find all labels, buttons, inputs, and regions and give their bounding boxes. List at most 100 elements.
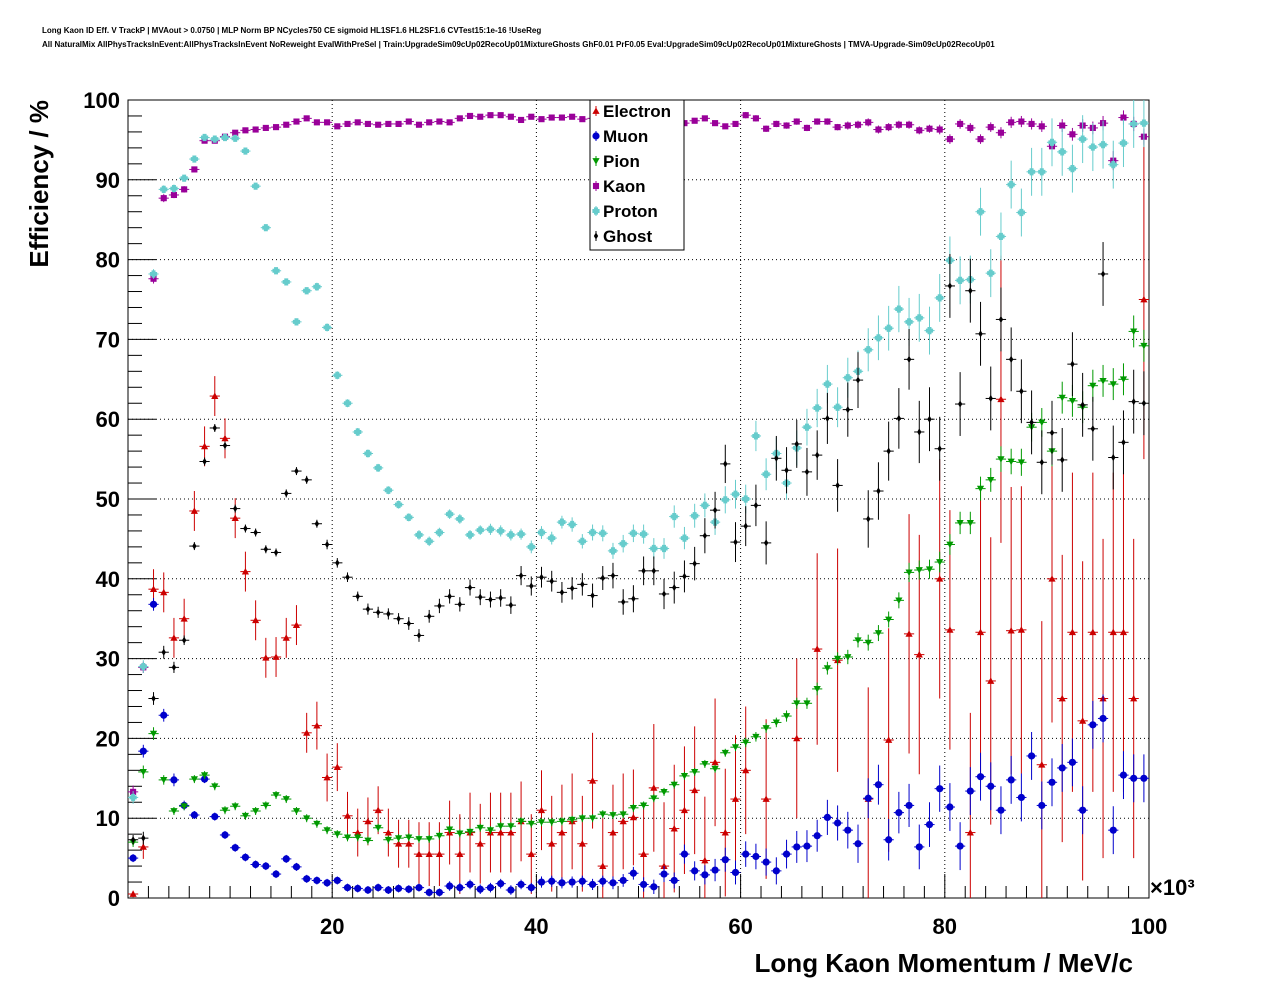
muon-point [976,773,985,781]
muon-point [905,801,913,810]
electron-point [1068,628,1077,636]
y-tick-label: 100 [83,88,120,113]
legend-label-muon: Muon [603,127,648,146]
pion-point [384,836,392,844]
proton-point [405,513,413,521]
ghost-point [774,454,779,462]
muon-point [844,826,852,834]
electron-point [537,806,546,814]
muon-point [885,836,893,844]
proton-point [507,531,515,539]
ghost-point [661,590,667,598]
ghost-point [1090,425,1096,433]
ghost-point [600,574,605,582]
ghost-point [845,406,850,414]
proton-point [170,184,178,193]
muon-point [139,747,147,755]
kaon-point [987,124,994,131]
ghost-point [610,572,616,580]
proton-point [558,518,566,526]
ghost-point [631,595,636,603]
proton-point [762,470,770,478]
muon-point [425,888,433,897]
kaon-point [262,124,269,131]
pion-point [343,834,352,841]
pion-point [650,795,658,802]
kaon-point [814,118,821,125]
ghost-point [212,424,217,432]
electron-point [1140,295,1148,303]
ghost-point [1009,355,1014,363]
ghost-point [763,539,769,547]
pion-point [997,456,1005,463]
proton-point [252,182,260,190]
electron-point [987,677,995,684]
muon-point [731,868,740,877]
proton-point [1017,208,1025,217]
x-multiplier: ×10³ [1150,875,1195,900]
proton-point [1079,135,1087,143]
muon-point [640,880,648,889]
y-tick-label: 0 [108,886,120,911]
pion-point [619,811,627,818]
pion-point [211,783,219,790]
pion-point [793,700,801,707]
kaon-point [518,116,525,124]
proton-point [691,512,699,520]
legend-marker-proton [592,207,600,215]
kaon-point [385,120,392,127]
muon-point [1119,771,1128,779]
pion-point [160,777,168,784]
ghost-point [273,548,279,557]
electron-point [1089,628,1097,636]
ghost-point [815,451,820,459]
ghost-point [243,524,248,533]
proton-point [497,527,505,535]
ghost-point [365,605,371,613]
muon-point [211,813,219,821]
legend-marker-muon [592,132,600,140]
muon-point [333,876,341,885]
kaon-point [967,124,974,131]
muon-point [354,884,362,893]
ghost-point [1019,387,1024,395]
proton-point [446,510,454,518]
proton-point [343,399,352,407]
legend-label-ghost: Ghost [603,227,652,246]
pion-point [833,655,842,663]
kaon-point [1008,119,1015,126]
ghost-point [457,600,462,608]
muon-point [1099,714,1107,723]
muon-point [446,882,454,890]
muon-point [1109,826,1117,834]
ghost-point [712,506,718,514]
legend-entry-proton: Proton [592,202,658,221]
ghost-point [202,457,207,466]
kaon-point [844,122,851,129]
muon-point [864,794,872,802]
proton-point [874,334,883,342]
proton-point [731,490,740,498]
proton-point [925,327,934,335]
proton-point [650,544,658,553]
kaon-point [579,116,586,123]
x-tick-label: 60 [728,914,752,939]
ghost-point [549,577,554,585]
electron-point [701,856,709,864]
proton-point [1058,148,1066,156]
pion-point [772,719,780,727]
proton-point [619,540,627,548]
legend-label-pion: Pion [603,152,640,171]
pion-point [394,835,403,842]
muon-point [915,843,923,851]
pion-point [497,823,505,830]
electron-point [936,575,944,582]
muon-point [1038,801,1046,810]
pion-point [946,541,954,549]
pion-point [262,802,270,810]
pion-point [200,772,209,779]
ghost-point [784,466,789,474]
ghost-point [141,834,146,842]
electron-point [578,840,586,847]
electron-point [599,862,607,869]
